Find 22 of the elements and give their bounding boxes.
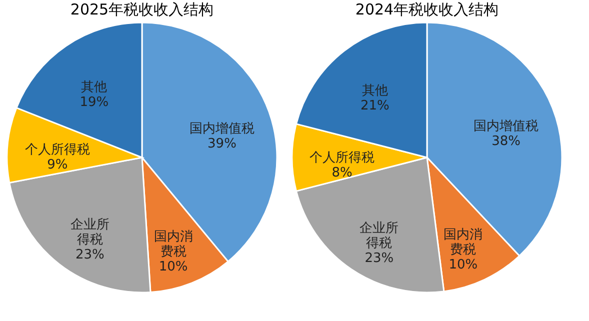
- data-label: 21%: [360, 98, 390, 114]
- chart-title: 2024年税收收入结构: [355, 0, 499, 18]
- slice-label: 其他: [81, 80, 108, 96]
- data-label: 10%: [448, 257, 478, 272]
- data-label: 23%: [364, 250, 394, 266]
- slice-label: 其他: [362, 83, 388, 98]
- data-label: 19%: [80, 95, 109, 110]
- slice-label: 国内消费税: [154, 230, 193, 260]
- slice-label: 个人所得税: [310, 150, 374, 166]
- data-label: 39%: [208, 136, 236, 152]
- slice-label: 企业所得税: [70, 218, 110, 248]
- slice-label: 国内消费税: [444, 227, 483, 258]
- slice-label: 国内增值税: [189, 122, 254, 137]
- data-label: 8%: [332, 166, 352, 180]
- data-label: 38%: [492, 134, 520, 150]
- data-label: 23%: [75, 248, 104, 263]
- slice-label: 个人所得税: [24, 142, 90, 158]
- chart-title: 2025年税收收入结构: [70, 0, 214, 18]
- slice-label: 企业所得税: [360, 220, 399, 251]
- data-label: 10%: [158, 260, 188, 275]
- slice-label: 国内增值税: [474, 119, 539, 134]
- data-label: 9%: [47, 158, 68, 172]
